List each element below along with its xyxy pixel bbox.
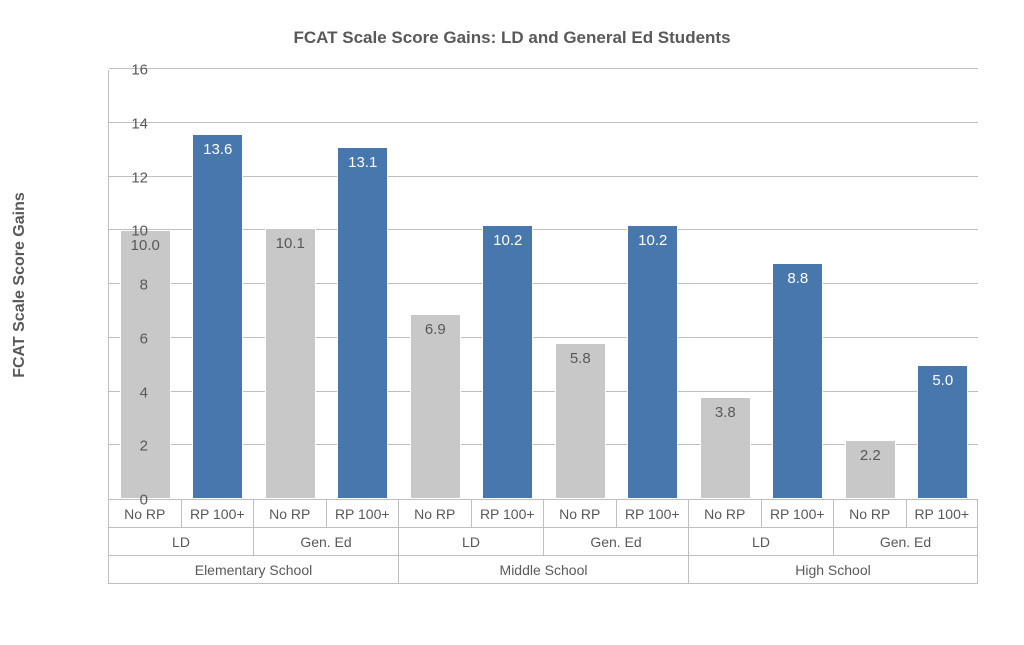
x-tick-series: No RP bbox=[833, 500, 906, 528]
bar-value-label: 6.9 bbox=[411, 321, 460, 338]
bar-value-label: 2.2 bbox=[846, 447, 895, 464]
x-axis-tier-series: No RPRP 100+No RPRP 100+No RPRP 100+No R… bbox=[108, 500, 978, 528]
bar: 5.8 bbox=[555, 343, 606, 499]
x-tick-group: LD bbox=[108, 528, 253, 556]
x-tick-series: No RP bbox=[688, 500, 761, 528]
bar: 5.0 bbox=[917, 365, 968, 499]
bar: 13.1 bbox=[337, 147, 388, 499]
x-tick-school: Elementary School bbox=[108, 556, 398, 584]
x-tick-group: Gen. Ed bbox=[833, 528, 978, 556]
y-tick-label: 16 bbox=[108, 62, 148, 79]
y-tick-label: 14 bbox=[108, 115, 148, 132]
x-tick-series: RP 100+ bbox=[471, 500, 544, 528]
gridline bbox=[109, 68, 978, 69]
bar-value-label: 10.0 bbox=[121, 237, 170, 254]
x-tick-group: LD bbox=[398, 528, 543, 556]
x-tick-series: RP 100+ bbox=[761, 500, 834, 528]
bar-value-label: 5.8 bbox=[556, 350, 605, 367]
x-tick-series: RP 100+ bbox=[906, 500, 979, 528]
gridline bbox=[109, 122, 978, 123]
bar: 10.2 bbox=[627, 225, 678, 499]
y-tick-label: 8 bbox=[108, 277, 148, 294]
x-tick-school: High School bbox=[688, 556, 978, 584]
bar-value-label: 10.2 bbox=[483, 232, 532, 249]
x-tick-school: Middle School bbox=[398, 556, 688, 584]
y-tick-label: 2 bbox=[108, 438, 148, 455]
x-axis-tier-group: LDGen. EdLDGen. EdLDGen. Ed bbox=[108, 528, 978, 556]
chart-container: FCAT Scale Score Gains: LD and General E… bbox=[0, 0, 1024, 645]
y-tick-label: 12 bbox=[108, 169, 148, 186]
x-tick-series: RP 100+ bbox=[326, 500, 399, 528]
plot-area: 10.0 13.6 10.1 13.1 6.9 10.2 5.8 10.2 3.8 8.8 2.2 5… bbox=[108, 70, 978, 500]
y-tick-label: 4 bbox=[108, 384, 148, 401]
x-tick-series: RP 100+ bbox=[616, 500, 689, 528]
x-tick-series: No RP bbox=[253, 500, 326, 528]
x-tick-series: No RP bbox=[108, 500, 181, 528]
x-tick-group: Gen. Ed bbox=[543, 528, 688, 556]
bar-value-label: 10.1 bbox=[266, 235, 315, 252]
bar: 13.6 bbox=[192, 134, 243, 500]
bar: 6.9 bbox=[410, 314, 461, 499]
x-tick-series: RP 100+ bbox=[181, 500, 254, 528]
bar-value-label: 10.2 bbox=[628, 232, 677, 249]
x-tick-group: Gen. Ed bbox=[253, 528, 398, 556]
x-tick-group: LD bbox=[688, 528, 833, 556]
y-axis-label: FCAT Scale Score Gains bbox=[11, 192, 29, 378]
bar: 8.8 bbox=[772, 263, 823, 500]
y-tick-label: 6 bbox=[108, 330, 148, 347]
y-tick-label: 10 bbox=[108, 223, 148, 240]
bar-value-label: 3.8 bbox=[701, 404, 750, 421]
bar-value-label: 8.8 bbox=[773, 270, 822, 287]
bar: 2.2 bbox=[845, 440, 896, 499]
bar: 10.1 bbox=[265, 228, 316, 499]
chart-title: FCAT Scale Score Gains: LD and General E… bbox=[0, 28, 1024, 48]
x-tick-series: No RP bbox=[398, 500, 471, 528]
bar-value-label: 13.1 bbox=[338, 154, 387, 171]
bar: 10.2 bbox=[482, 225, 533, 499]
x-tick-series: No RP bbox=[543, 500, 616, 528]
bar: 10.0 bbox=[120, 230, 171, 499]
bar-value-label: 5.0 bbox=[918, 372, 967, 389]
bar-value-label: 13.6 bbox=[193, 141, 242, 158]
x-axis: No RPRP 100+No RPRP 100+No RPRP 100+No R… bbox=[108, 500, 978, 584]
bar: 3.8 bbox=[700, 397, 751, 499]
x-axis-tier-school: Elementary SchoolMiddle SchoolHigh Schoo… bbox=[108, 556, 978, 584]
